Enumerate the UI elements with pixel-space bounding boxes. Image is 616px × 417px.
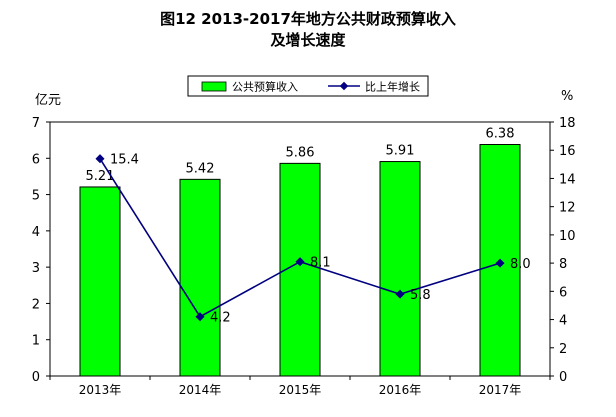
growth-value-label: 15.4 — [110, 153, 139, 168]
bar-2014年 — [179, 178, 221, 377]
growth-point-2014年 — [195, 312, 205, 322]
left-axis-tick-label: 6 — [32, 152, 40, 167]
legend-line-marker — [339, 81, 349, 91]
chart-title: 图12 2013-2017年地方公共财政预算收入 及增长速度 — [0, 9, 616, 51]
legend-line-label: 比上年增长 — [365, 80, 420, 94]
left-axis-unit: 亿元 — [35, 93, 62, 108]
growth-value-label: 8.0 — [510, 257, 531, 272]
left-axis-tick-label: 7 — [32, 116, 40, 131]
legend-bar-label: 公共预算收入 — [232, 80, 298, 94]
growth-value-label: 4.2 — [210, 311, 231, 326]
right-axis-tick-label: 4 — [559, 314, 567, 329]
bar-2013年 — [79, 186, 121, 377]
legend-box — [187, 75, 429, 97]
right-axis-tick-label: 12 — [559, 201, 576, 216]
right-axis-tick-label: 18 — [559, 116, 576, 131]
x-axis-category-label: 2014年 — [179, 383, 222, 397]
chart-title-line1: 图12 2013-2017年地方公共财政预算收入 — [160, 10, 456, 28]
left-axis-tick-label: 3 — [32, 261, 40, 276]
x-axis-category-label: 2013年 — [79, 383, 122, 397]
legend-bar-swatch — [201, 81, 227, 92]
left-axis-tick-label: 2 — [32, 297, 40, 312]
growth-value-label: 5.8 — [410, 288, 431, 303]
left-axis-tick-label: 5 — [32, 189, 40, 204]
chart-title-line2: 及增长速度 — [270, 31, 346, 49]
x-axis-category-label: 2016年 — [379, 383, 422, 397]
bar-value-label: 6.38 — [486, 126, 515, 141]
x-axis-category-label: 2017年 — [479, 383, 522, 397]
right-axis-tick-label: 6 — [559, 285, 567, 300]
x-axis-category-label: 2015年 — [279, 383, 322, 397]
right-axis-tick-label: 16 — [559, 144, 576, 159]
growth-point-2013年 — [95, 154, 105, 164]
bar-2016年 — [379, 161, 421, 377]
left-axis-tick-label: 4 — [32, 225, 40, 240]
right-axis-tick-label: 10 — [559, 229, 576, 244]
right-axis-unit: % — [561, 89, 574, 104]
right-axis-tick-label: 8 — [559, 257, 567, 272]
bar-value-label: 5.91 — [386, 144, 415, 159]
bar-value-label: 5.86 — [286, 145, 315, 160]
right-axis-tick-label: 2 — [559, 342, 567, 357]
left-axis-tick-label: 0 — [32, 370, 40, 385]
right-axis-tick-label: 14 — [559, 172, 576, 187]
growth-value-label: 8.1 — [310, 256, 331, 271]
bar-value-label: 5.42 — [186, 161, 215, 176]
right-axis-tick-label: 0 — [559, 370, 567, 385]
left-axis-tick-label: 1 — [32, 334, 40, 349]
bar-value-label: 5.21 — [86, 169, 115, 184]
